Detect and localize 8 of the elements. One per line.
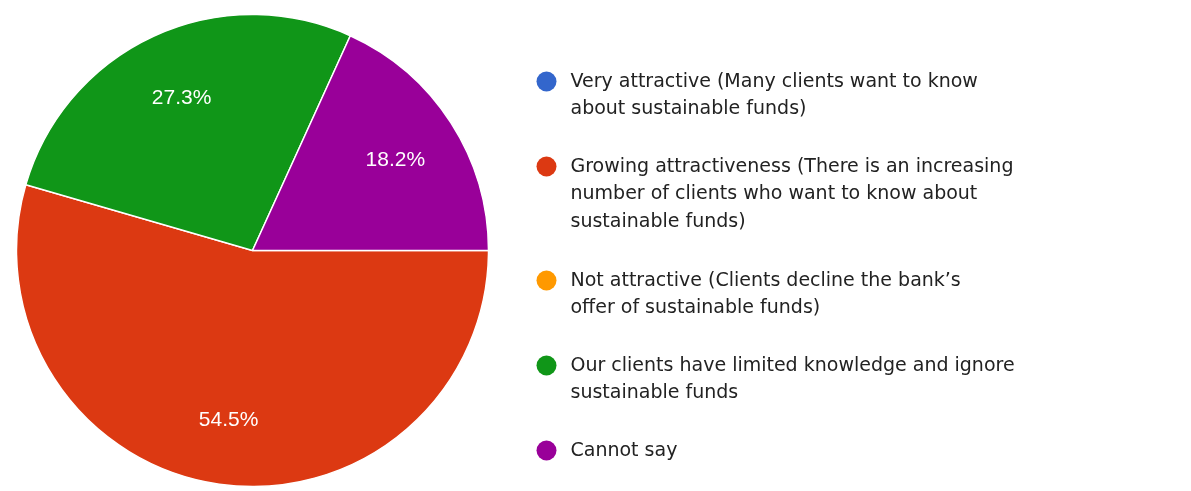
legend-label: Our clients have limited knowledge and ignore sustainable funds — [570, 352, 1015, 402]
legend-label: Growing attractiveness (There is an increasing number of clients who want to know about sustainable funds) — [570, 153, 1014, 231]
legend-label: Cannot say — [570, 437, 678, 460]
data-label: 18.2% — [365, 147, 426, 171]
data-label: 27.3% — [151, 84, 212, 108]
legend-label: Very attractive (Many clients want to know about sustainable funds) — [570, 68, 978, 118]
data-label: 54.5% — [198, 407, 259, 431]
legend-label: Not attractive (Clients decline the bank’s offer of sustainable funds) — [570, 267, 961, 317]
